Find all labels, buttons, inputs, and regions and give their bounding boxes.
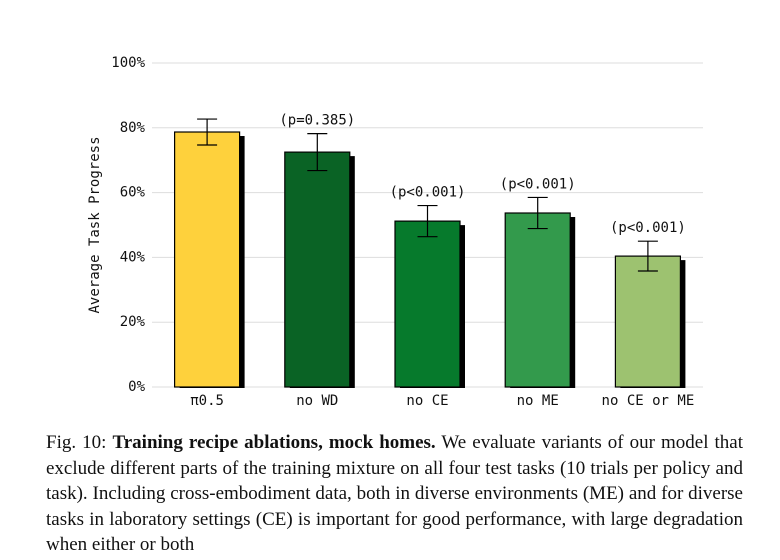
x-tick-label: no WD [296, 393, 338, 409]
caption: Fig. 10: Training recipe ablations, mock… [46, 430, 743, 558]
caption-label: Fig. 10: [46, 432, 107, 453]
bar [394, 220, 461, 388]
annotation: (p<0.001) [500, 176, 576, 192]
y-tick-label: 20% [120, 314, 146, 330]
chart: Average Task Progress 0% 20% 40% 60% 80% 100%… [87, 55, 703, 409]
caption-text: We evaluate variants of our model that e… [46, 432, 744, 555]
annotation: (p<0.001) [610, 220, 686, 236]
caption-title: Training recipe ablations, mock homes. [112, 432, 436, 453]
y-axis-label: Average Task Progress [87, 136, 103, 313]
y-tick-label: 40% [120, 249, 146, 265]
x-tick-label: no CE [406, 393, 448, 409]
y-tick-label: 100% [111, 55, 145, 71]
y-tick-label: 0% [128, 379, 145, 395]
annotation: (p<0.001) [390, 185, 466, 201]
y-tick-label: 60% [120, 185, 146, 201]
x-tick-label: no ME [517, 393, 559, 409]
x-tick-label: π0.5 [190, 393, 224, 409]
bar [614, 255, 682, 388]
bar [284, 151, 351, 388]
bar [174, 131, 241, 388]
x-tick-label: no CE or ME [602, 393, 695, 409]
y-tick-label: 80% [120, 120, 146, 136]
annotation: (p=0.385) [279, 113, 355, 129]
bar [504, 212, 571, 388]
